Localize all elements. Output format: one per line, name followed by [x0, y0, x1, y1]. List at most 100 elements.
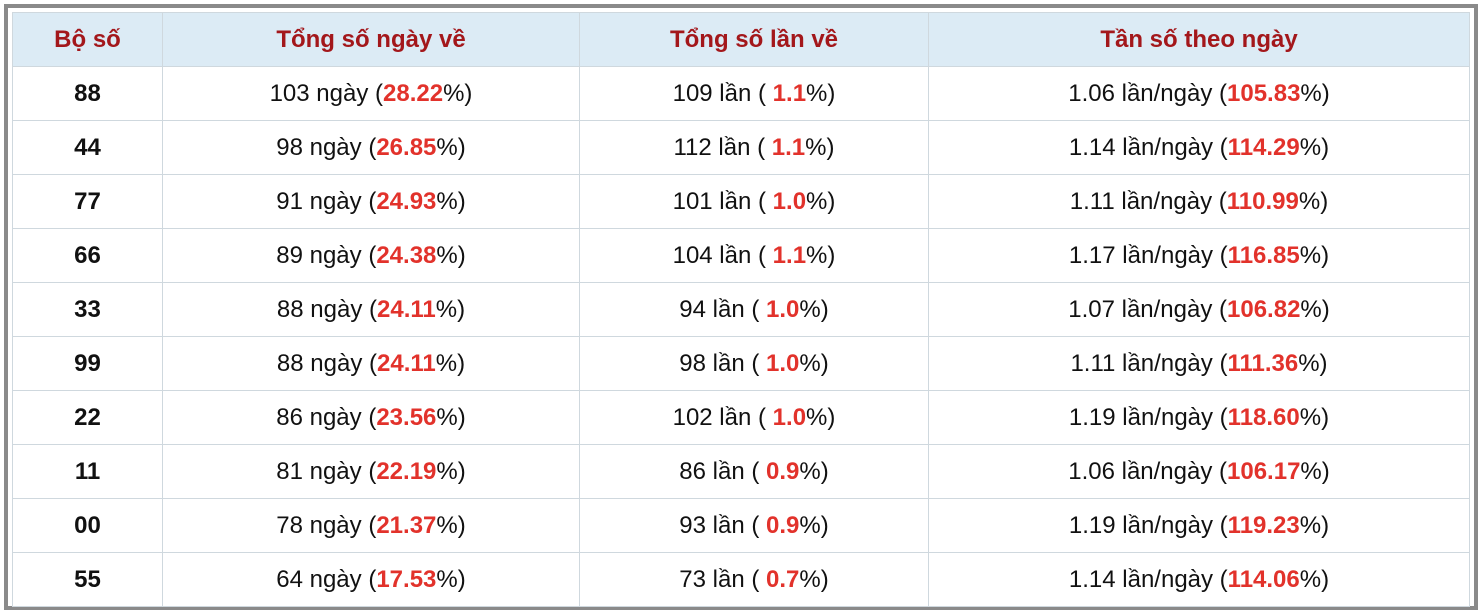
- stat-text: 78 ngày (: [276, 511, 377, 539]
- stat-text: 104 lần (: [672, 241, 773, 269]
- stat-percent: 111.36: [1227, 349, 1299, 377]
- table-row: 44 98 ngày (26.85%) 112 lần ( 1.1%) 1.14 lầ…: [12, 120, 1470, 175]
- stat-suffix: %): [436, 511, 466, 539]
- stat-suffix: %): [799, 349, 829, 377]
- stat-suffix: %): [806, 241, 836, 269]
- stat-suffix: %): [436, 187, 466, 215]
- stat-percent: 1.0: [766, 349, 800, 377]
- stat-percent: 1.0: [766, 295, 800, 323]
- stat-text: 81 ngày (: [276, 457, 377, 485]
- stat-cell: 112 lần ( 1.1%): [579, 120, 929, 175]
- stat-percent: 0.9: [766, 511, 800, 539]
- stat-suffix: %): [806, 79, 836, 107]
- stat-text: 89 ngày (: [276, 241, 377, 269]
- number-cell: 00: [12, 498, 163, 553]
- stat-suffix: %): [436, 133, 466, 161]
- stat-text: 103 ngày (: [269, 79, 383, 107]
- stat-suffix: %): [799, 457, 829, 485]
- stat-suffix: %): [799, 565, 829, 593]
- stat-percent: 28.22: [383, 79, 444, 107]
- stat-percent: 22.19: [376, 457, 437, 485]
- stat-percent: 21.37: [376, 511, 437, 539]
- number-cell: 22: [12, 390, 163, 445]
- stat-percent: 24.11: [377, 349, 436, 377]
- header-cell: Tổng số ngày về: [162, 12, 580, 67]
- stat-suffix: %): [1300, 79, 1330, 107]
- stat-percent: 110.99: [1226, 187, 1299, 215]
- stat-suffix: %): [1299, 565, 1330, 593]
- stat-suffix: %): [1298, 349, 1328, 377]
- stat-percent: 119.23: [1227, 511, 1300, 539]
- table-row: 22 86 ngày (23.56%) 102 lần ( 1.0%) 1.19 lầ…: [12, 390, 1470, 445]
- stat-cell: 91 ngày (24.93%): [162, 174, 580, 229]
- stat-text: 1.11 lần/ngày (: [1069, 187, 1227, 215]
- number-cell: 44: [12, 120, 163, 175]
- number-cell: 88: [12, 66, 163, 121]
- stat-percent: 23.56: [376, 403, 437, 431]
- table-row: 33 88 ngày (24.11%) 94 lần ( 1.0%) 1.07 lần…: [12, 282, 1470, 337]
- stat-suffix: %): [805, 133, 835, 161]
- stat-text: 1.19 lần/ngày (: [1068, 403, 1228, 431]
- stat-percent: 24.38: [376, 241, 437, 269]
- stat-suffix: %): [1299, 133, 1330, 161]
- stat-text: 109 lần (: [672, 79, 773, 107]
- stat-cell: 98 lần ( 1.0%): [579, 336, 929, 391]
- stat-text: 102 lần (: [672, 403, 773, 431]
- stat-text: 88 ngày (: [276, 349, 377, 377]
- stat-cell: 1.14 lần/ngày (114.29%): [928, 120, 1470, 175]
- table-row: 66 89 ngày (24.38%) 104 lần ( 1.1%) 1.17 lầ…: [12, 228, 1470, 283]
- stat-suffix: %): [1300, 295, 1330, 323]
- stat-text: 1.06 lần/ngày (: [1068, 457, 1228, 485]
- stat-text: 1.17 lần/ngày (: [1068, 241, 1228, 269]
- stat-suffix: %): [1299, 403, 1330, 431]
- stat-cell: 86 lần ( 0.9%): [579, 444, 929, 499]
- stat-cell: 98 ngày (26.85%): [162, 120, 580, 175]
- table-frame: Bộ số Tổng số ngày về Tổng số lần về Tần số…: [4, 4, 1478, 610]
- number-cell: 77: [12, 174, 163, 229]
- stat-cell: 88 ngày (24.11%): [162, 336, 580, 391]
- stat-cell: 103 ngày (28.22%): [162, 66, 580, 121]
- stat-cell: 1.14 lần/ngày (114.06%): [928, 552, 1470, 607]
- header-cell: Tần số theo ngày: [928, 12, 1470, 67]
- stat-percent: 1.1: [772, 241, 807, 269]
- stat-cell: 1.17 lần/ngày (116.85%): [928, 228, 1470, 283]
- stat-text: 86 lần (: [679, 457, 766, 485]
- table-row: 55 64 ngày (17.53%) 73 lần ( 0.7%) 1.14 lần…: [12, 552, 1470, 607]
- stat-text: 94 lần (: [679, 295, 766, 323]
- stat-suffix: %): [436, 565, 466, 593]
- stat-percent: 1.0: [772, 187, 807, 215]
- stat-percent: 114.29: [1227, 133, 1300, 161]
- stat-suffix: %): [1298, 187, 1329, 215]
- stat-text: 101 lần (: [672, 187, 773, 215]
- stat-percent: 24.11: [377, 295, 436, 323]
- stat-suffix: %): [436, 457, 466, 485]
- stat-text: 1.07 lần/ngày (: [1068, 295, 1228, 323]
- table-body: 88 103 ngày (28.22%) 109 lần ( 1.1%) 1.06 l…: [12, 66, 1470, 607]
- stat-text: 93 lần (: [679, 511, 766, 539]
- stat-suffix: %): [1300, 457, 1330, 485]
- stat-suffix: %): [806, 403, 836, 431]
- table-row: 99 88 ngày (24.11%) 98 lần ( 1.0%) 1.11 lần…: [12, 336, 1470, 391]
- stat-percent: 118.60: [1227, 403, 1300, 431]
- stat-cell: 81 ngày (22.19%): [162, 444, 580, 499]
- stat-text: 1.19 lần/ngày (: [1068, 511, 1228, 539]
- stat-text: 98 ngày (: [276, 133, 377, 161]
- stat-percent: 106.17: [1227, 457, 1301, 485]
- table-row: 88 103 ngày (28.22%) 109 lần ( 1.1%) 1.06 l…: [12, 66, 1470, 121]
- stat-suffix: %): [1299, 511, 1330, 539]
- stat-percent: 105.83: [1227, 79, 1301, 107]
- stat-suffix: %): [435, 295, 466, 323]
- stat-suffix: %): [806, 187, 836, 215]
- stat-cell: 1.19 lần/ngày (119.23%): [928, 498, 1470, 553]
- stat-text: 91 ngày (: [276, 187, 377, 215]
- stat-cell: 101 lần ( 1.0%): [579, 174, 929, 229]
- stat-cell: 89 ngày (24.38%): [162, 228, 580, 283]
- stat-text: 1.14 lần/ngày (: [1068, 565, 1228, 593]
- stat-percent: 17.53: [376, 565, 437, 593]
- stat-cell: 78 ngày (21.37%): [162, 498, 580, 553]
- stat-text: 88 ngày (: [276, 295, 377, 323]
- stat-cell: 1.06 lần/ngày (106.17%): [928, 444, 1470, 499]
- stat-cell: 1.19 lần/ngày (118.60%): [928, 390, 1470, 445]
- stat-percent: 1.1: [772, 79, 807, 107]
- stat-percent: 116.85: [1227, 241, 1300, 269]
